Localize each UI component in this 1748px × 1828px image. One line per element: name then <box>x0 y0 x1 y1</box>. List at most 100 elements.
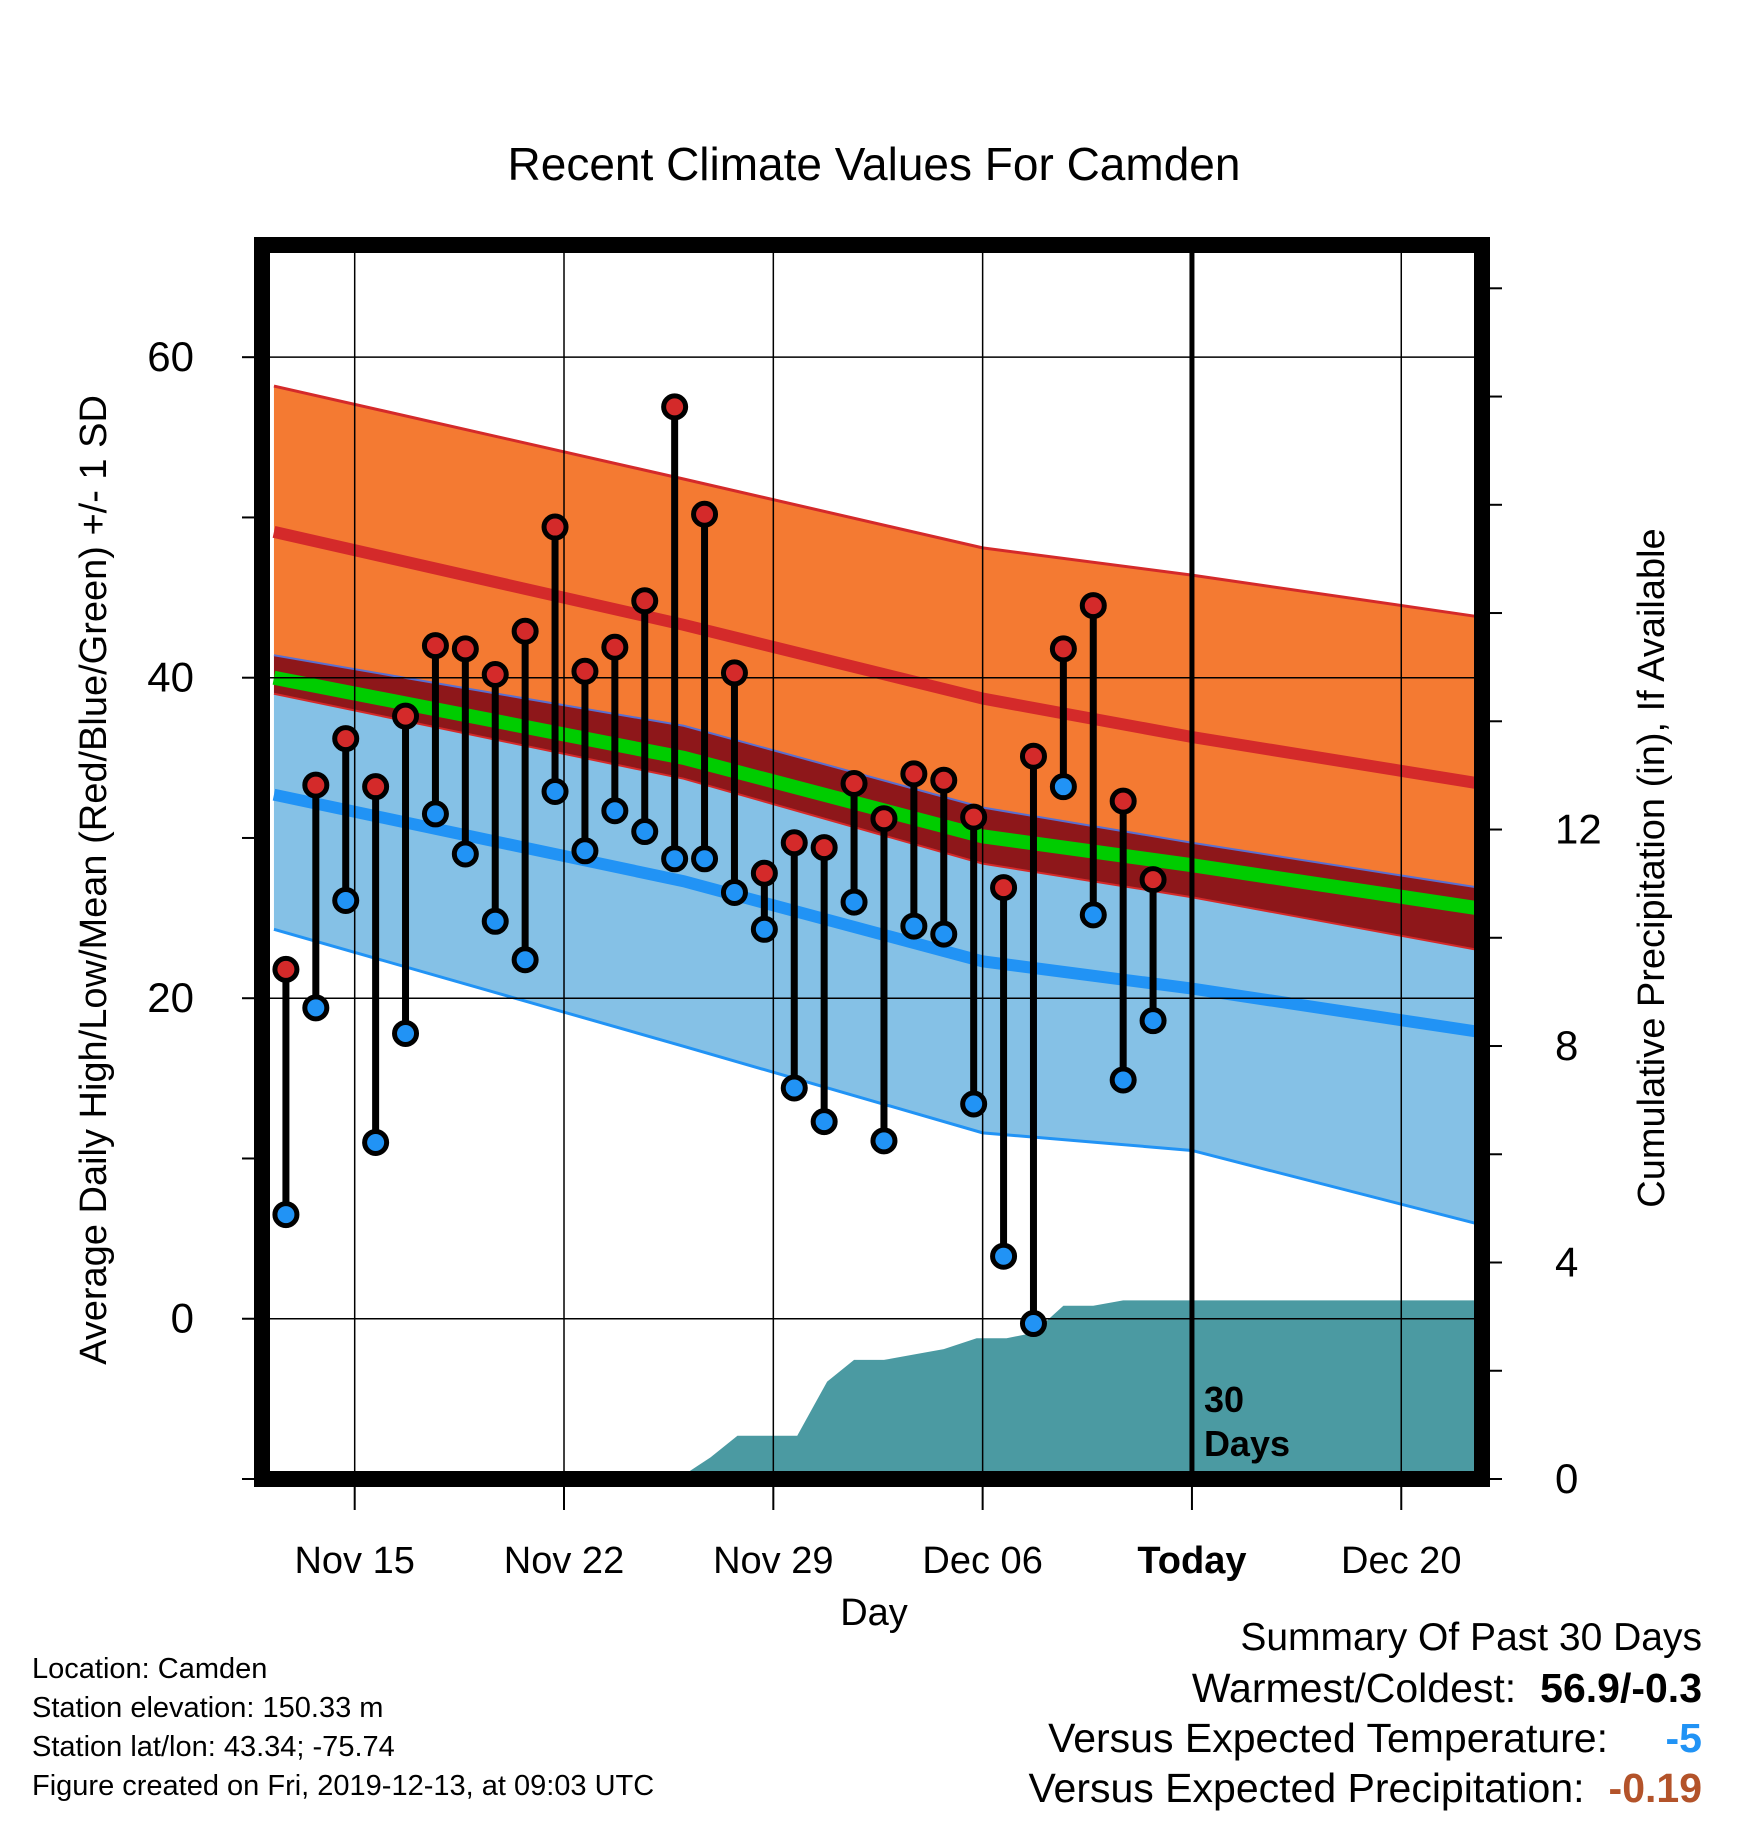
obs-low-point <box>272 1201 300 1229</box>
y2-tick-label: 12 <box>1555 806 1602 853</box>
location-text: Location: Camden <box>32 1653 268 1685</box>
precip-value: -0.19 <box>1608 1765 1702 1811</box>
obs-high-point <box>960 803 988 831</box>
obs-low-point <box>1079 901 1107 929</box>
summary-precip-row: Versus Expected Precipitation: -0.19 <box>1028 1763 1702 1813</box>
obs-low-point <box>930 920 958 948</box>
obs-high-point <box>332 725 360 753</box>
x-axis-label: Day <box>840 1592 908 1634</box>
obs-high-point <box>392 702 420 730</box>
obs-low-point <box>332 886 360 914</box>
x-tick-label: Nov 15 <box>294 1540 414 1582</box>
obs-low-point <box>720 878 748 906</box>
obs-low-point <box>1139 1007 1167 1035</box>
y-tick-label: 0 <box>171 1295 194 1342</box>
obs-high-point <box>870 805 898 833</box>
high-sd-band <box>273 386 1480 888</box>
obs-low-point <box>691 845 719 873</box>
obs-low-point <box>362 1128 390 1156</box>
obs-low-point <box>661 845 689 873</box>
obs-low-point <box>750 915 778 943</box>
y-tick-label: 60 <box>147 333 194 380</box>
created-text: Figure created on Fri, 2019-12-13, at 09… <box>32 1770 655 1802</box>
warmest-value: 56.9/-0.3 <box>1540 1665 1702 1711</box>
obs-high-point <box>302 771 330 799</box>
y-tick-label: 40 <box>147 654 194 701</box>
chart-title: Recent Climate Values For Camden <box>508 138 1241 190</box>
obs-low-point <box>541 777 569 805</box>
obs-high-point <box>810 834 838 862</box>
obs-low-point <box>1019 1310 1047 1338</box>
obs-low-point <box>302 994 330 1022</box>
y2-tick-label: 8 <box>1555 1022 1578 1069</box>
obs-low-point <box>840 888 868 916</box>
y-tick-label: 20 <box>147 974 194 1021</box>
obs-high-point <box>362 773 390 801</box>
obs-high-point <box>571 657 599 685</box>
obs-high-point <box>750 859 778 887</box>
obs-high-point <box>661 393 689 421</box>
obs-high-point <box>691 500 719 528</box>
obs-high-point <box>481 660 509 688</box>
obs-low-point <box>990 1242 1018 1270</box>
x-tick-label: Dec 06 <box>922 1540 1042 1582</box>
y2-axis-label: Cumulative Precipitation (in), If Availa… <box>1631 528 1673 1207</box>
obs-high-point <box>1109 787 1137 815</box>
obs-high-point <box>900 760 928 788</box>
obs-low-point <box>780 1074 808 1102</box>
obs-high-point <box>1079 592 1107 620</box>
low-sd-band <box>273 693 1480 1225</box>
y2-tick-label: 4 <box>1555 1239 1578 1286</box>
obs-high-point <box>631 587 659 615</box>
obs-high-point <box>511 617 539 645</box>
obs-high-point <box>272 955 300 983</box>
summary-panel: Summary Of Past 30 Days Warmest/Coldest:… <box>1028 1613 1702 1813</box>
obs-high-point <box>930 766 958 794</box>
x-tick-label: Nov 22 <box>504 1540 624 1582</box>
obs-low-point <box>900 912 928 940</box>
obs-low-point <box>421 800 449 828</box>
obs-low-point <box>601 797 629 825</box>
obs-low-point <box>631 818 659 846</box>
obs-low-point <box>960 1090 988 1118</box>
obs-high-point <box>421 632 449 660</box>
today-days-label: Days <box>1204 1423 1290 1464</box>
summary-warmest-row: Warmest/Coldest: 56.9/-0.3 <box>1028 1663 1702 1713</box>
warmest-label: Warmest/Coldest: <box>1191 1665 1517 1711</box>
y2-tick-label: 0 <box>1555 1455 1578 1502</box>
summary-title: Summary Of Past 30 Days <box>1240 1616 1702 1659</box>
obs-low-point <box>511 946 539 974</box>
summary-temp-row: Versus Expected Temperature: -5 <box>1028 1713 1702 1763</box>
elevation-text: Station elevation: 150.33 m <box>32 1692 384 1724</box>
obs-low-point <box>571 837 599 865</box>
x-tick-label: Nov 29 <box>713 1540 833 1582</box>
obs-high-point <box>451 635 479 663</box>
obs-low-point <box>810 1108 838 1136</box>
obs-low-point <box>870 1127 898 1155</box>
precip-label: Versus Expected Precipitation: <box>1028 1765 1585 1811</box>
today-days-label: 30 <box>1204 1379 1244 1420</box>
obs-high-point <box>840 769 868 797</box>
obs-high-point <box>601 633 629 661</box>
temp-label: Versus Expected Temperature: <box>1048 1715 1608 1761</box>
x-tick-label: Today <box>1137 1540 1246 1582</box>
obs-high-point <box>541 513 569 541</box>
obs-high-point <box>720 659 748 687</box>
station-info: Location: Camden Station elevation: 150.… <box>32 1650 654 1806</box>
obs-high-point <box>1139 866 1167 894</box>
obs-low-point <box>451 840 479 868</box>
precip-area <box>677 1300 1480 1479</box>
obs-high-point <box>780 829 808 857</box>
temp-value: -5 <box>1665 1715 1702 1761</box>
x-tick-label: Dec 20 <box>1341 1540 1461 1582</box>
plot-frame <box>254 237 1490 1487</box>
latlon-text: Station lat/lon: 43.34; -75.74 <box>32 1731 395 1763</box>
obs-low-point <box>392 1019 420 1047</box>
obs-high-point <box>1049 635 1077 663</box>
obs-high-point <box>990 874 1018 902</box>
y-axis-label: Average Daily High/Low/Mean (Red/Blue/Gr… <box>73 395 115 1365</box>
obs-low-point <box>481 907 509 935</box>
obs-low-point <box>1049 773 1077 801</box>
